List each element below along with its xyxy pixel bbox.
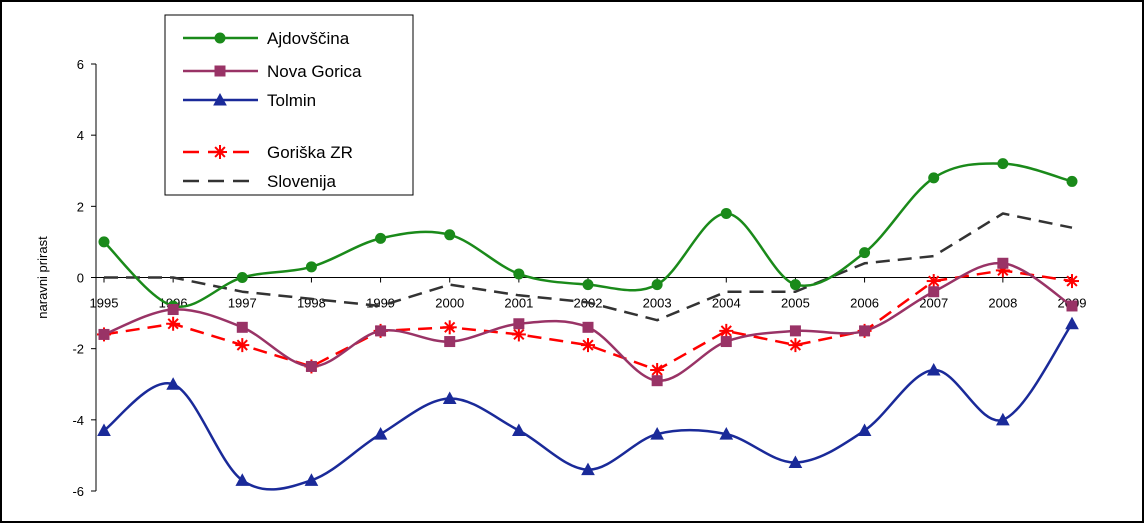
star-stroke [444, 321, 456, 333]
star-stroke [720, 325, 732, 337]
data-point-nova-gorica [928, 286, 940, 298]
x-tick-label: 1999 [366, 296, 395, 311]
data-point-gori-ka-zr [511, 327, 526, 342]
legend-box [164, 14, 414, 196]
data-point-nova-gorica [305, 360, 317, 372]
x-tick-label: 1995 [90, 296, 119, 311]
legend-label-ajdov-ina: Ajdovščina [267, 29, 350, 48]
data-point-tolmin [442, 391, 457, 404]
legend-label-tolmin: Tolmin [267, 91, 316, 110]
data-point-ajdov-ina [928, 172, 940, 184]
data-point-ajdov-ina [305, 261, 317, 273]
data-point-gori-ka-zr [166, 316, 181, 331]
data-point-tolmin [1065, 316, 1079, 330]
legend-label-slovenija: Slovenija [267, 172, 337, 191]
data-point-nova-gorica [789, 325, 801, 337]
y-tick-label: 0 [77, 271, 84, 286]
data-point-ajdov-ina [513, 268, 525, 280]
data-point-tolmin [166, 377, 180, 390]
data-point-gori-ka-zr [719, 323, 734, 338]
data-point-ajdov-ina [859, 247, 871, 259]
star-stroke [582, 339, 594, 351]
data-point-tolmin [926, 362, 941, 376]
data-point-tolmin [512, 423, 526, 437]
star-stroke [513, 328, 525, 341]
data-point-ajdov-ina [651, 279, 663, 291]
data-point-nova-gorica [997, 257, 1009, 269]
data-point-nova-gorica [720, 336, 732, 348]
data-point-nova-gorica [167, 304, 179, 316]
data-point-tolmin [996, 412, 1010, 426]
data-point-ajdov-ina [789, 279, 801, 291]
data-point-gori-ka-zr [581, 338, 595, 353]
data-point-ajdov-ina [98, 236, 110, 248]
x-tick-label: 1997 [228, 296, 257, 311]
x-tick-label: 2008 [988, 296, 1017, 311]
data-point-tolmin [304, 473, 319, 486]
data-point-nova-gorica [1066, 300, 1078, 312]
data-point-tolmin [581, 462, 595, 476]
data-point-ajdov-ina [582, 279, 594, 291]
star-stroke [236, 339, 248, 351]
series-line-gori-ka-zr [103, 269, 1073, 372]
y-tick-label: -4 [72, 413, 84, 428]
data-point-gori-ka-zr [788, 338, 803, 353]
y-tick-label: 4 [77, 128, 84, 143]
data-point-nova-gorica [375, 325, 387, 337]
x-tick-label: 2007 [919, 296, 948, 311]
data-point-nova-gorica [651, 375, 663, 387]
series-line-slovenija [104, 212, 1073, 322]
data-point-gori-ka-zr [650, 363, 665, 378]
legend-marker-tolmin [213, 92, 227, 106]
legend-label-nova-gorica: Nova Gorica [267, 62, 362, 81]
data-point-nova-gorica [582, 321, 594, 333]
series-line-ajdov-ina [103, 162, 1073, 309]
data-point-ajdov-ina [236, 272, 248, 283]
data-point-nova-gorica [98, 328, 110, 340]
data-point-nova-gorica [444, 336, 456, 348]
data-point-gori-ka-zr [235, 338, 250, 353]
x-tick-label: 2000 [435, 296, 464, 311]
star-stroke [167, 318, 179, 330]
data-point-nova-gorica [513, 318, 525, 330]
data-point-ajdov-ina [375, 232, 387, 244]
data-point-nova-gorica [236, 321, 248, 333]
data-point-tolmin [235, 473, 250, 486]
y-tick-label: -6 [72, 484, 84, 499]
data-point-gori-ka-zr [442, 320, 457, 335]
y-axis-title: naravni prirast [35, 236, 50, 319]
x-tick-label: 2006 [850, 296, 879, 311]
star-stroke [651, 364, 663, 376]
star-stroke [1066, 275, 1078, 287]
data-point-nova-gorica [859, 325, 871, 337]
x-tick-label: 2001 [504, 296, 533, 311]
x-tick-label: 2003 [643, 296, 672, 311]
data-point-ajdov-ina [444, 229, 456, 241]
data-point-ajdov-ina [1066, 175, 1078, 187]
data-point-tolmin [650, 427, 664, 440]
data-point-tolmin [857, 423, 872, 437]
y-tick-label: 6 [77, 57, 84, 72]
legend-marker-nova-gorica [214, 65, 226, 77]
x-tick-label: 2004 [712, 296, 741, 311]
x-tick-label: 2005 [781, 296, 810, 311]
data-point-tolmin [719, 427, 734, 440]
data-point-gori-ka-zr [926, 274, 941, 289]
star-stroke [789, 339, 802, 351]
y-tick-label: 2 [77, 199, 84, 214]
legend-marker-gori-ka-zr [213, 145, 227, 159]
star-stroke [214, 146, 226, 158]
data-point-gori-ka-zr [1065, 274, 1079, 289]
data-point-ajdov-ina [720, 207, 732, 219]
data-point-tolmin [373, 427, 388, 440]
legend-label-gori-ka-zr: Goriška ZR [267, 143, 353, 162]
data-point-tolmin [97, 423, 111, 437]
data-point-tolmin [788, 455, 803, 469]
y-tick-label: -2 [72, 342, 84, 357]
legend-marker-ajdov-ina [214, 32, 226, 44]
star-stroke [928, 275, 940, 287]
data-point-ajdov-ina [997, 158, 1009, 170]
